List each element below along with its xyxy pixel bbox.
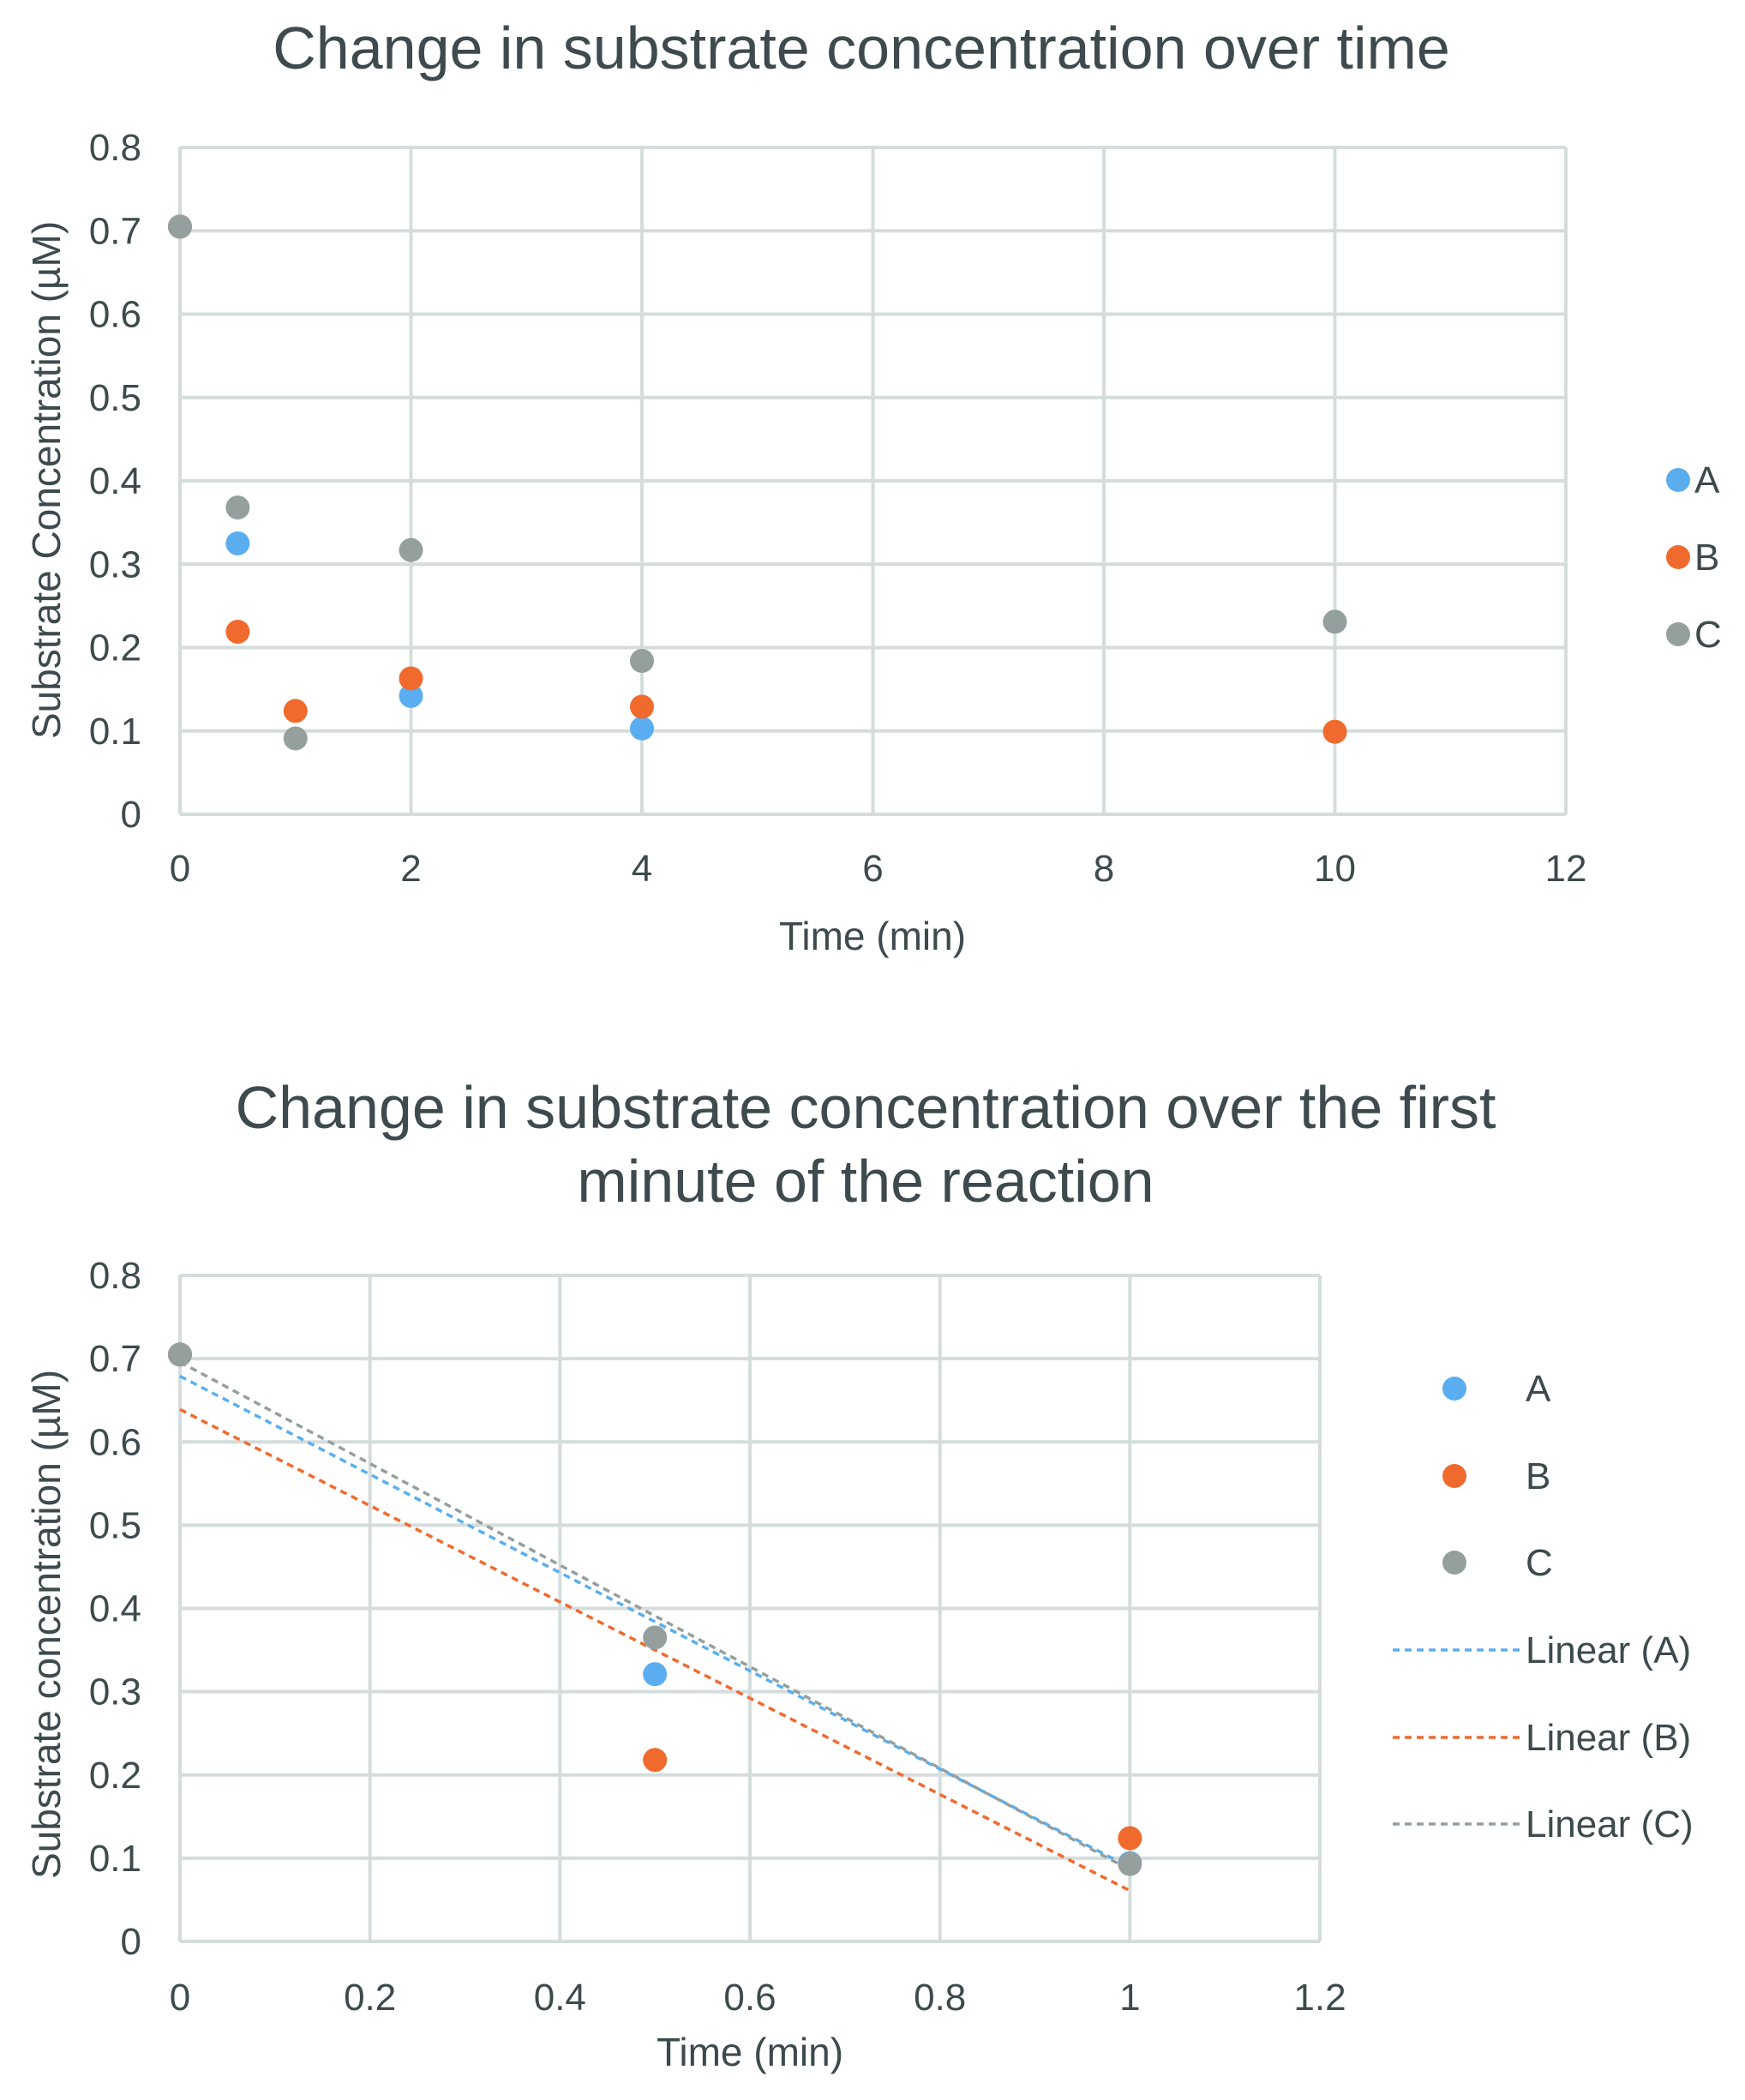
chart1-x-tick-labels: 0 2 4 6 8 10 12: [170, 848, 1587, 890]
chart1-gridlines: [178, 146, 1568, 816]
chart2-y-tick-0-4: 0.4: [89, 1588, 141, 1630]
chart1-legend-label-b: B: [1694, 537, 1719, 579]
chart2-y-tick-0-2: 0.2: [89, 1755, 141, 1797]
chart1-y-tick-0-1: 0.1: [89, 711, 141, 753]
chart2-title-line2: minute of the reaction: [577, 1148, 1154, 1215]
chart1-point-c-5: [1322, 609, 1347, 634]
chart1-legend-label-a: A: [1694, 459, 1720, 501]
chart2-legend-label-c: C: [1526, 1542, 1553, 1584]
chart2-x-axis-label: Time (min): [657, 2030, 843, 2074]
chart2-trendline-linear-a: [179, 1374, 1131, 1869]
chart1-point-b-2: [283, 699, 308, 723]
chart1-point-c-0: [168, 214, 192, 239]
chart1-x-tick-6: 6: [862, 848, 883, 890]
chart1-x-tick-8: 8: [1094, 848, 1114, 890]
chart1-x-axis-label: Time (min): [779, 914, 966, 958]
chart1-point-a-3: [630, 716, 654, 741]
chart1-point-a-1: [225, 531, 250, 555]
chart2-trendline-linear-b: [179, 1407, 1131, 1893]
chart1-x-tick-4: 4: [632, 848, 652, 890]
chart-substrate-first-minute: Change in substrate concentration over t…: [24, 1074, 1694, 2074]
chart2-x-tick-labels: 0 0.2 0.4 0.6 0.8 1 1.2: [170, 1977, 1346, 2019]
chart1-x-tick-10: 10: [1314, 848, 1356, 890]
chart2-legend-marker-c: [1442, 1551, 1466, 1575]
chart2-legend: A B C Linear (A) Linear (B) Linear (C): [1393, 1368, 1694, 1845]
chart2-y-tick-0-7: 0.7: [89, 1338, 141, 1380]
chart2-x-tick-1: 1: [1119, 1977, 1140, 2019]
chart2-legend-marker-a: [1442, 1377, 1466, 1401]
chart1-legend: ABC: [1666, 459, 1722, 656]
chart1-y-tick-0-4: 0.4: [89, 460, 141, 502]
chart1-y-tick-0-3: 0.3: [89, 543, 141, 585]
chart1-point-b-5: [1322, 719, 1347, 744]
chart2-legend-label-linear-c: Linear (C): [1526, 1803, 1694, 1845]
chart1-x-tick-0: 0: [170, 848, 190, 890]
chart2-y-tick-0-3: 0.3: [89, 1671, 141, 1713]
chart1-point-c-1: [225, 495, 250, 520]
chart2-trendlines: [179, 1360, 1131, 1893]
chart1-y-tick-0: 0: [121, 794, 141, 836]
chart1-x-tick-12: 12: [1545, 848, 1587, 890]
chart1-x-tick-2: 2: [400, 848, 421, 890]
chart1-point-b-4: [630, 694, 654, 719]
chart2-y-tick-0: 0: [121, 1921, 141, 1963]
chart1-y-axis-label: Substrate Concentration (µM): [24, 221, 69, 739]
chart1-y-tick-0-6: 0.6: [89, 294, 141, 336]
chart1-data-points: [168, 214, 1347, 751]
chart2-legend-label-b: B: [1526, 1455, 1550, 1497]
chart2-y-axis-label: Substrate concentration (µM): [24, 1370, 69, 1879]
chart1-y-tick-0-5: 0.5: [89, 377, 141, 419]
chart2-data-points: [168, 1342, 1142, 1876]
chart2-legend-label-linear-b: Linear (B): [1526, 1717, 1691, 1759]
chart1-legend-marker-b: [1666, 545, 1690, 569]
chart2-y-tick-0-6: 0.6: [89, 1421, 141, 1463]
chart2-y-tick-0-5: 0.5: [89, 1504, 141, 1546]
chart-substrate-over-time: Change in substrate concentration over t…: [24, 15, 1722, 958]
chart2-y-tick-labels: 0 0.1 0.2 0.3 0.4 0.5 0.6 0.7 0.8: [89, 1255, 141, 1963]
chart2-y-tick-0-8: 0.8: [89, 1255, 141, 1297]
chart2-point-c-2: [1118, 1851, 1142, 1876]
chart1-point-b-1: [225, 620, 250, 645]
chart2-legend-marker-b: [1442, 1464, 1466, 1488]
chart1-legend-label-c: C: [1694, 614, 1722, 656]
chart1-point-c-2: [283, 726, 308, 751]
chart1-point-c-4: [630, 649, 654, 674]
chart2-x-tick-1-2: 1.2: [1293, 1977, 1346, 2019]
chart1-legend-marker-c: [1666, 622, 1690, 646]
chart2-point-b-1: [643, 1748, 668, 1773]
chart2-y-tick-0-1: 0.1: [89, 1838, 141, 1880]
chart2-x-tick-0-8: 0.8: [914, 1977, 966, 2019]
chart2-title-line1: Change in substrate concentration over t…: [236, 1074, 1496, 1141]
chart1-y-tick-0-2: 0.2: [89, 627, 141, 669]
chart2-gridlines: [178, 1274, 1322, 1943]
chart2-x-tick-0-6: 0.6: [723, 1977, 776, 2019]
chart2-x-tick-0: 0: [170, 1977, 190, 2019]
chart1-y-tick-labels: 0 0.1 0.2 0.3 0.4 0.5 0.6 0.7 0.8: [89, 127, 141, 836]
chart2-legend-label-linear-a: Linear (A): [1526, 1629, 1691, 1671]
chart1-y-tick-0-7: 0.7: [89, 210, 141, 252]
chart2-x-tick-0-2: 0.2: [344, 1977, 396, 2019]
chart2-point-c-0: [168, 1342, 192, 1367]
chart1-point-c-3: [399, 537, 423, 562]
chart2-point-c-1: [643, 1625, 668, 1650]
chart1-point-b-3: [399, 666, 423, 691]
chart2-point-b-2: [1118, 1826, 1142, 1851]
chart2-legend-label-a: A: [1526, 1368, 1551, 1410]
chart1-point-a-2: [399, 683, 423, 708]
chart2-x-tick-0-4: 0.4: [534, 1977, 586, 2019]
chart2-point-a-1: [643, 1662, 668, 1687]
chart1-title: Change in substrate concentration over t…: [273, 15, 1450, 81]
chart2-trendline-linear-c: [179, 1360, 1131, 1872]
chart1-legend-marker-a: [1666, 468, 1690, 492]
chart1-y-tick-0-8: 0.8: [89, 127, 141, 169]
